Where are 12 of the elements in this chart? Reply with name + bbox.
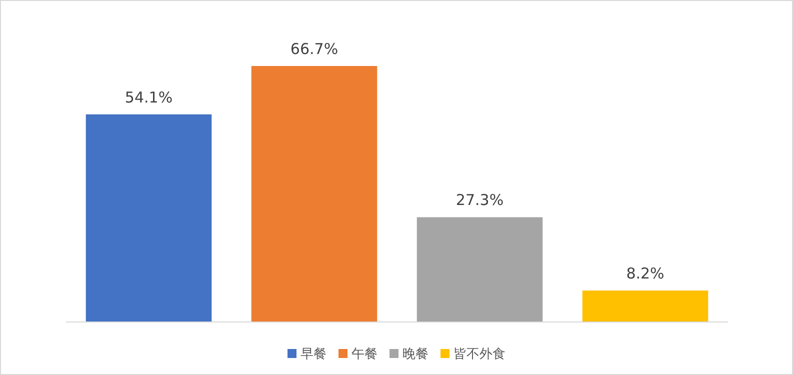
data-label: 27.3% — [456, 191, 504, 210]
data-label: 66.7% — [290, 40, 338, 58]
data-label: 8.2% — [626, 264, 664, 283]
bar — [582, 290, 708, 322]
bar — [416, 217, 543, 322]
bar — [86, 114, 212, 322]
bar — [251, 66, 378, 322]
legend-label: 皆不外食 — [454, 347, 506, 362]
legend-label: 早餐 — [300, 347, 326, 362]
legend-label: 午餐 — [352, 347, 378, 362]
legend-label: 晚餐 — [402, 347, 428, 362]
data-label: 54.1% — [124, 88, 173, 106]
